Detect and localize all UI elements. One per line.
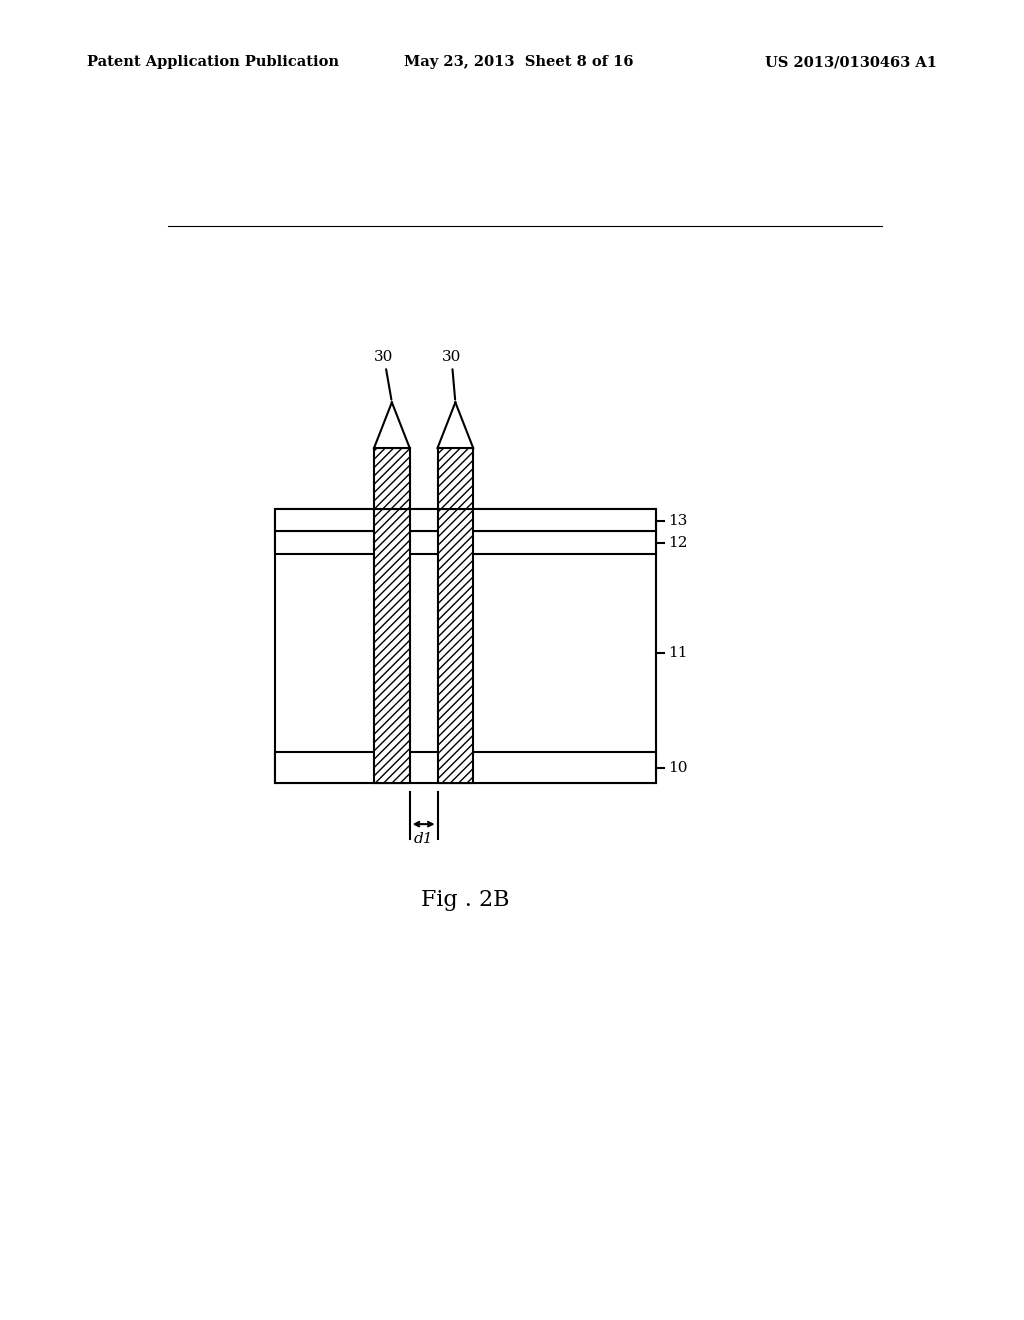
Bar	[274, 752, 655, 784]
Text: Patent Application Publication: Patent Application Publication	[87, 55, 339, 70]
Text: 12: 12	[668, 536, 687, 549]
Text: Fig . 2B: Fig . 2B	[421, 890, 510, 911]
Bar	[374, 510, 410, 784]
Polygon shape	[437, 403, 473, 447]
Text: d1: d1	[414, 833, 433, 846]
Text: 11: 11	[668, 645, 687, 660]
Text: 10: 10	[668, 760, 687, 775]
Bar	[274, 510, 655, 531]
Text: 30: 30	[441, 350, 461, 400]
Text: US 2013/0130463 A1: US 2013/0130463 A1	[765, 55, 937, 70]
Polygon shape	[374, 403, 410, 447]
Bar	[437, 447, 473, 510]
Text: 30: 30	[374, 350, 393, 400]
Text: 13: 13	[668, 513, 687, 528]
Bar	[274, 531, 655, 554]
Bar	[437, 510, 473, 784]
Bar	[374, 447, 410, 510]
Text: May 23, 2013  Sheet 8 of 16: May 23, 2013 Sheet 8 of 16	[404, 55, 634, 70]
Bar	[274, 510, 655, 784]
